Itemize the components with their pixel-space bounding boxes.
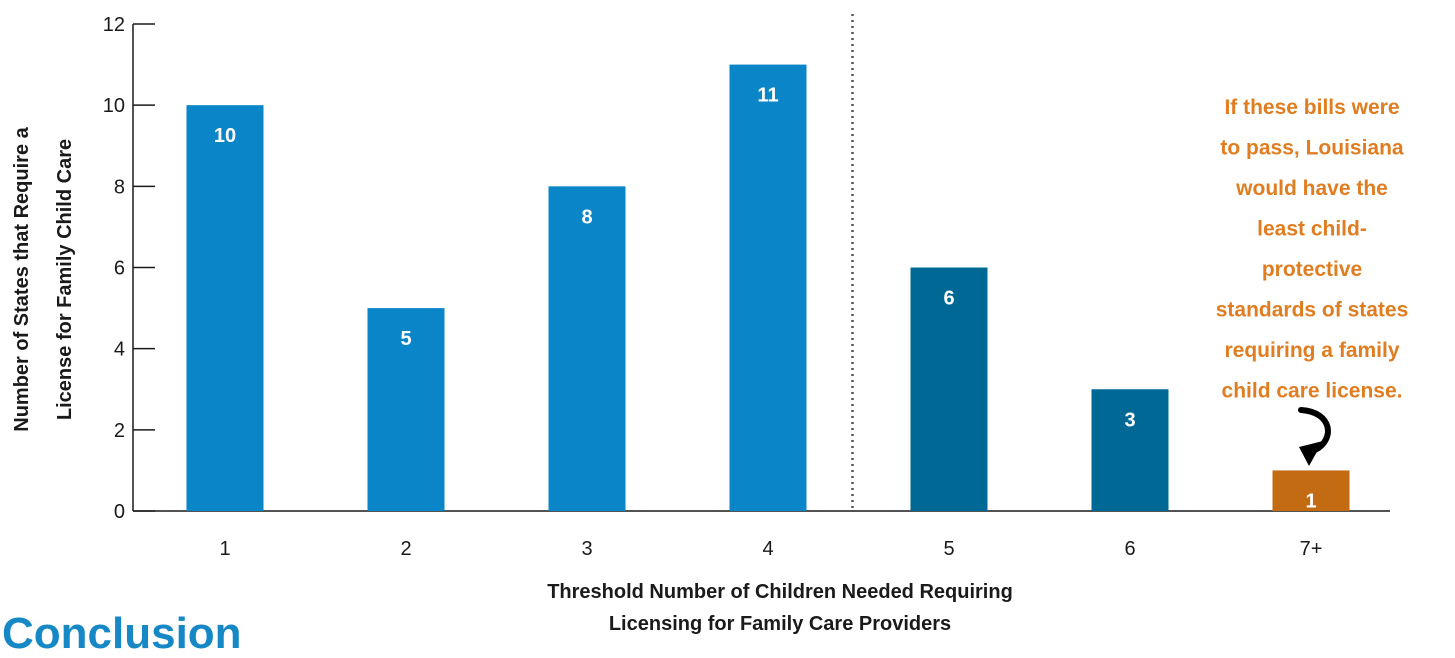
x-tick-label: 6	[1124, 538, 1135, 560]
bar	[367, 308, 445, 511]
y-axis-title: Number of States that Require a License f…	[11, 126, 76, 431]
bar-value-label: 8	[581, 206, 592, 228]
x-tick-label: 5	[943, 538, 954, 560]
x-axis-title-line: Licensing for Family Care Providers	[609, 613, 951, 635]
annotation-line: least child-	[1257, 218, 1367, 241]
y-tick-label: 0	[114, 501, 125, 523]
y-tick-label: 4	[114, 339, 125, 361]
annotation-line: child care license.	[1222, 380, 1403, 403]
x-tick-label: 3	[581, 538, 592, 560]
y-tick-label: 2	[114, 420, 125, 442]
x-tick-label: 2	[400, 538, 411, 560]
x-tick-label: 4	[762, 538, 773, 560]
x-tick-label: 7+	[1300, 538, 1323, 560]
y-tick-label: 8	[114, 176, 125, 198]
bar	[729, 64, 807, 511]
arrow-head-icon	[1299, 441, 1323, 466]
bar-value-label: 6	[943, 288, 954, 310]
curved-arrow-icon	[1298, 407, 1331, 453]
bar	[548, 186, 626, 512]
y-tick-label: 10	[103, 95, 125, 117]
x-tick-label: 1	[219, 538, 230, 560]
annotation-callout: If these bills were to pass, Louisiana wou…	[1216, 96, 1409, 403]
annotation-line: requiring a family	[1224, 339, 1399, 362]
x-axis-ticks: 1 2 3 4 5 6 7+	[219, 538, 1322, 560]
bar	[1272, 470, 1350, 511]
bar-value-label: 5	[400, 328, 411, 350]
bars-group: 10 5 8 11 6 3 1	[186, 64, 1350, 512]
section-heading-partial: Conclusion	[2, 609, 242, 658]
bar-value-label: 1	[1305, 490, 1316, 512]
bar	[186, 105, 264, 512]
bar	[910, 267, 988, 511]
y-axis-ticks: 0 2 4 6 8 10 12	[103, 14, 155, 523]
y-tick-label: 6	[114, 258, 125, 280]
bar-value-label: 11	[757, 85, 778, 107]
x-axis-title-line: Threshold Number of Children Needed Requ…	[547, 581, 1013, 603]
y-tick-label: 12	[103, 14, 125, 36]
y-axis-title-line: Number of States that Require a	[11, 126, 33, 431]
annotation-line: standards of states	[1216, 299, 1409, 322]
y-axis-title-line: License for Family Child Care	[54, 139, 76, 420]
bar	[1091, 389, 1169, 511]
annotation-line: protective	[1262, 258, 1362, 281]
bar-value-label: 3	[1124, 409, 1135, 431]
bar-chart: Number of States that Require a License f…	[11, 14, 1409, 635]
annotation-line: to pass, Louisiana	[1220, 137, 1404, 160]
annotation-line: would have the	[1235, 177, 1388, 200]
bar-value-label: 10	[214, 125, 236, 147]
annotation-line: If these bills were	[1224, 96, 1399, 119]
x-axis-title: Threshold Number of Children Needed Requ…	[547, 581, 1013, 635]
